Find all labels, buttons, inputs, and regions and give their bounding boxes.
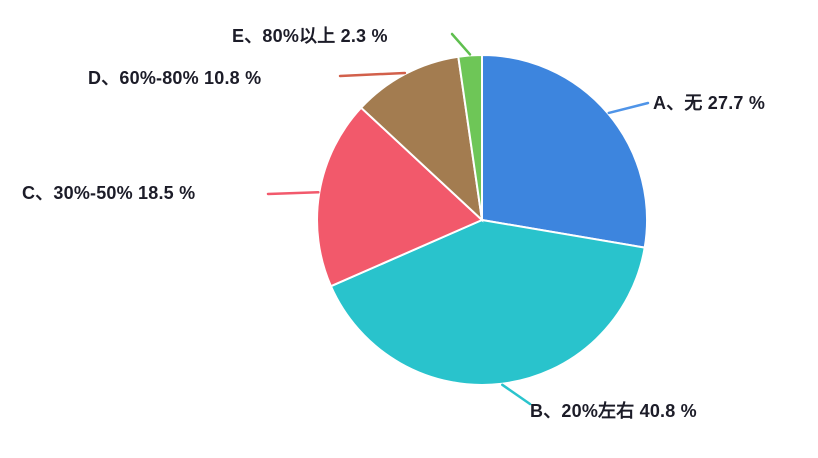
slice-label-c: C、30%-50% 18.5 % — [22, 183, 196, 203]
pie-slice-A — [481, 53, 648, 249]
leader-line-A — [607, 101, 650, 115]
leader-line-B — [501, 383, 532, 406]
slice-label-e: E、80%以上 2.3 % — [232, 26, 388, 46]
leader-line-D — [338, 71, 407, 78]
leader-line-E — [450, 32, 472, 56]
slice-label-b: B、20%左右 40.8 % — [530, 401, 697, 421]
slice-label-a: A、无 27.7 % — [653, 93, 766, 113]
leader-line-C — [266, 191, 320, 196]
slice-label-d: D、60%-80% 10.8 % — [88, 68, 262, 88]
